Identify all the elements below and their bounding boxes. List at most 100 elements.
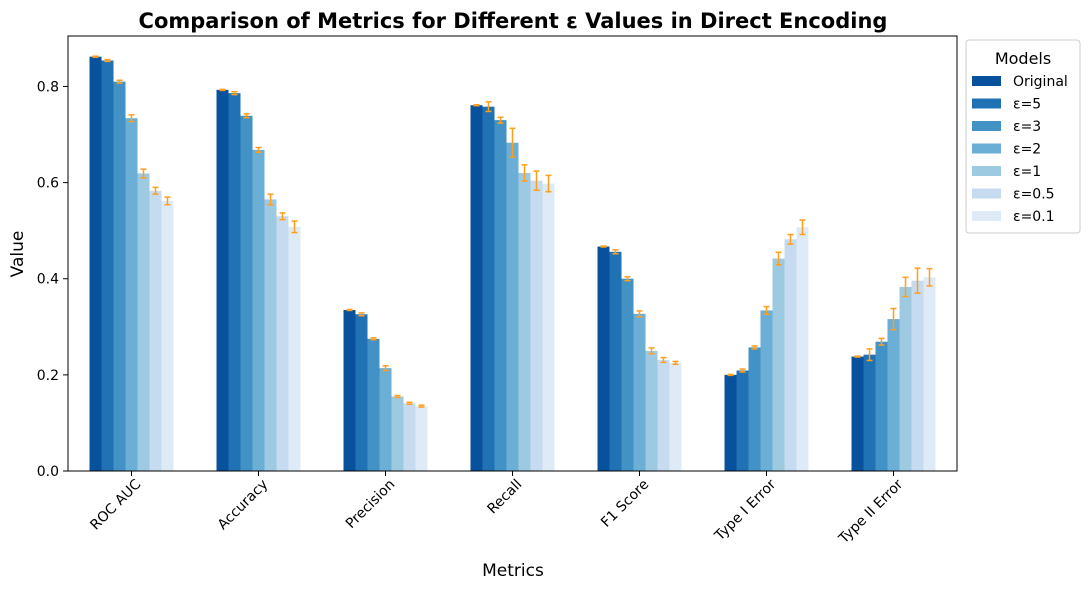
bar-type-i-error-4 bbox=[772, 258, 785, 471]
bar-recall-5 bbox=[530, 180, 543, 471]
bar-precision-6 bbox=[415, 406, 428, 471]
bar-roc-auc-5 bbox=[149, 190, 162, 471]
bar-type-i-error-1 bbox=[736, 370, 749, 471]
x-tick-label: Recall bbox=[484, 477, 525, 518]
bar-f1-score-1 bbox=[609, 251, 622, 471]
error-bar bbox=[243, 113, 250, 119]
y-tick-label: 0.6 bbox=[37, 176, 59, 192]
legend-label: ε=1 bbox=[1013, 164, 1041, 180]
bar-f1-score-6 bbox=[669, 362, 682, 471]
x-tick-label: Precision bbox=[343, 477, 398, 532]
bar-f1-score-3 bbox=[633, 313, 646, 471]
chart-title: Comparison of Metrics for Different ε Va… bbox=[139, 9, 888, 33]
y-tick-label: 0.2 bbox=[37, 368, 59, 384]
error-bar bbox=[672, 360, 679, 366]
bar-recall-4 bbox=[518, 172, 531, 471]
error-bar bbox=[104, 58, 111, 63]
error-bar bbox=[279, 212, 286, 221]
y-tick-label: 0.0 bbox=[37, 464, 59, 480]
legend-label: ε=2 bbox=[1013, 142, 1041, 158]
plot-area: 0.0 0.2 0.4 0.6 0.8 ROC AUC Accuracy Precision R… bbox=[37, 35, 958, 548]
legend-swatch bbox=[972, 76, 1001, 86]
error-bar bbox=[128, 114, 135, 123]
bar-accuracy-4 bbox=[264, 199, 277, 471]
error-bar bbox=[787, 233, 794, 245]
bar-type-ii-error-5 bbox=[911, 280, 924, 471]
bar-f1-score-2 bbox=[621, 278, 634, 471]
legend-label: ε=0.1 bbox=[1013, 209, 1055, 225]
error-bar bbox=[358, 312, 365, 317]
error-bar bbox=[164, 196, 171, 206]
x-tick-label: Type II Error bbox=[835, 476, 906, 547]
error-bar bbox=[92, 55, 99, 58]
error-bar bbox=[878, 337, 885, 346]
bar-roc-auc-0 bbox=[89, 56, 102, 471]
error-bar bbox=[727, 373, 734, 377]
bar-roc-auc-6 bbox=[161, 200, 174, 471]
error-bar bbox=[521, 164, 528, 182]
bar-precision-3 bbox=[379, 368, 392, 471]
legend-label: Original bbox=[1013, 74, 1068, 90]
bar-type-ii-error-6 bbox=[923, 277, 936, 471]
error-bar bbox=[140, 168, 147, 179]
legend-swatch bbox=[972, 166, 1001, 176]
bar-f1-score-5 bbox=[657, 359, 670, 471]
error-bar bbox=[255, 146, 262, 154]
error-bar bbox=[382, 364, 389, 372]
bar-roc-auc-1 bbox=[101, 60, 114, 471]
bar-type-i-error-6 bbox=[796, 227, 809, 471]
legend-frame bbox=[965, 39, 1081, 234]
x-tick-label: Accuracy bbox=[215, 477, 272, 534]
bar-precision-4 bbox=[391, 396, 404, 471]
error-bar bbox=[799, 219, 806, 236]
bar-type-i-error-0 bbox=[724, 374, 737, 471]
error-bar bbox=[406, 401, 413, 405]
legend-label: ε=5 bbox=[1013, 97, 1041, 113]
bar-f1-score-0 bbox=[597, 246, 610, 471]
error-bar bbox=[418, 404, 425, 408]
error-bar bbox=[291, 220, 298, 234]
error-bar bbox=[116, 79, 123, 84]
bar-roc-auc-3 bbox=[125, 118, 138, 472]
error-bar bbox=[612, 249, 619, 255]
legend: Models Original ε=5 ε=3 ε=2 ε=1 ε=0.5 ε=0.1 bbox=[965, 39, 1081, 234]
bar-accuracy-0 bbox=[216, 89, 229, 471]
error-bar bbox=[509, 127, 516, 158]
legend-swatch bbox=[972, 98, 1001, 109]
bar-type-ii-error-2 bbox=[875, 341, 888, 471]
bar-recall-3 bbox=[506, 142, 519, 471]
error-bar bbox=[545, 174, 552, 193]
error-bar bbox=[660, 356, 667, 364]
bar-type-ii-error-3 bbox=[887, 319, 900, 471]
error-bar bbox=[533, 170, 540, 192]
error-bar bbox=[370, 337, 377, 341]
bar-accuracy-1 bbox=[228, 93, 241, 471]
error-bar bbox=[926, 267, 933, 287]
y-axis-label: Value bbox=[8, 231, 28, 278]
error-bar bbox=[485, 101, 492, 113]
legend-swatch bbox=[972, 188, 1001, 199]
bar-type-ii-error-0 bbox=[851, 356, 864, 471]
bar-precision-0 bbox=[343, 309, 356, 471]
legend-title: Models bbox=[995, 49, 1051, 68]
error-bar bbox=[473, 103, 480, 107]
bar-type-i-error-2 bbox=[748, 347, 761, 471]
bar-precision-2 bbox=[367, 338, 380, 471]
x-axis-label: Metrics bbox=[482, 561, 544, 581]
bar-type-ii-error-4 bbox=[899, 286, 912, 471]
bar-accuracy-6 bbox=[288, 226, 301, 471]
bar-type-ii-error-1 bbox=[863, 354, 876, 471]
bar-type-i-error-5 bbox=[784, 239, 797, 471]
bar-recall-0 bbox=[470, 105, 483, 472]
error-bar bbox=[497, 116, 504, 124]
y-tick-label: 0.8 bbox=[37, 79, 59, 95]
error-bar bbox=[914, 267, 921, 294]
bar-roc-auc-4 bbox=[137, 173, 150, 472]
error-bar bbox=[152, 186, 159, 195]
error-bar bbox=[346, 308, 353, 312]
error-bar bbox=[866, 348, 873, 362]
legend-label: ε=3 bbox=[1013, 119, 1041, 135]
bar-precision-1 bbox=[355, 314, 368, 471]
error-bar bbox=[775, 251, 782, 266]
